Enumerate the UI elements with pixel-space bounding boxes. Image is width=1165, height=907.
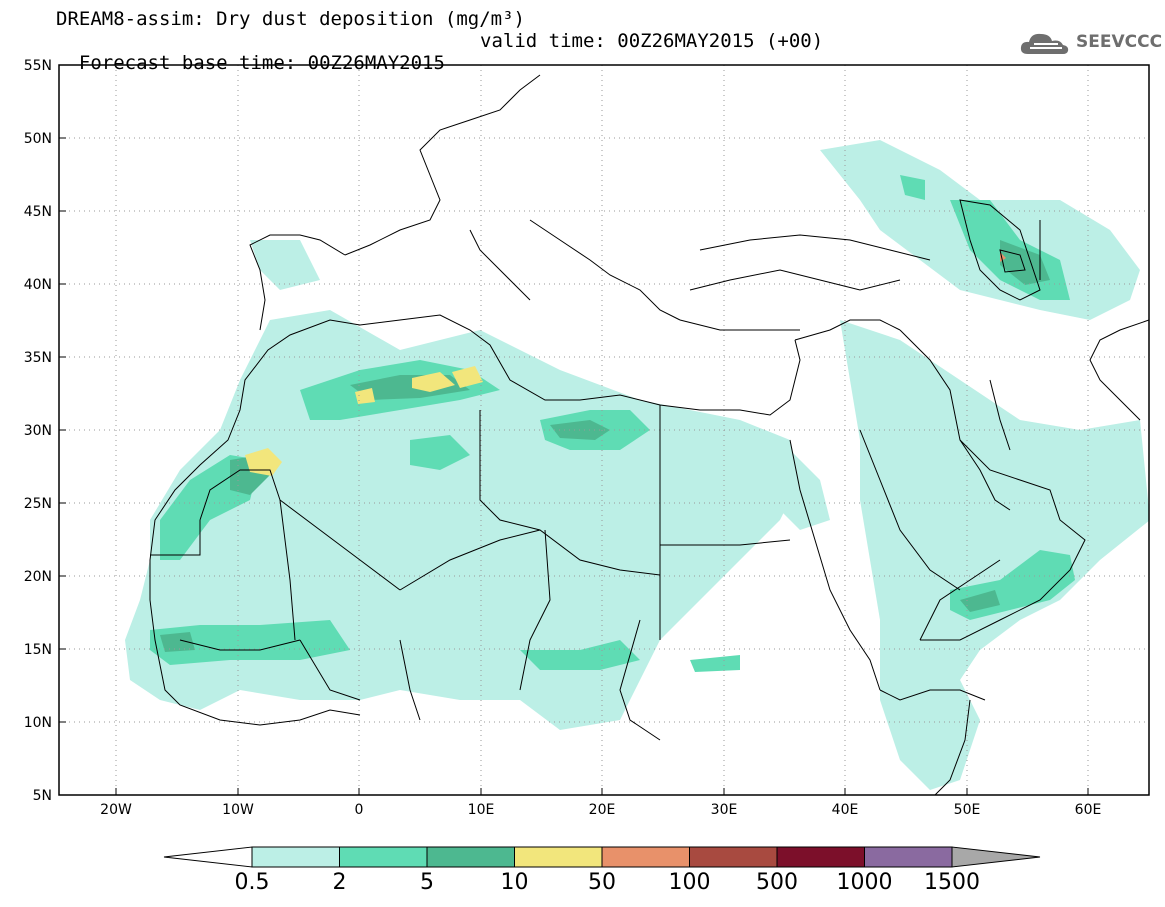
map-title: DREAM8-assim: Dry dust deposition (mg/m³… [56,8,525,30]
lon-label-40e: 40E [832,802,859,818]
map-grid [59,65,1149,795]
colorbar-segment [689,846,778,868]
lon-label-10e: 10E [468,802,495,818]
logo-text: SEEVCCC [1076,32,1163,52]
lon-label-20w: 20W [100,802,132,818]
colorbar-label: 500 [756,870,798,895]
colorbar-label: 2 [332,870,347,895]
lat-label-45n: 45N [24,204,52,220]
seevccc-logo: SEEVCCC [1018,28,1162,58]
lon-label-50e: 50E [954,802,981,818]
lat-label-40n: 40N [24,277,52,293]
lon-label-10w: 10W [222,802,254,818]
lon-label-30e: 30E [711,802,738,818]
dust-shading [125,140,1149,790]
lat-label-20n: 20N [24,569,52,585]
colorbar-segment [776,846,865,868]
lat-label-35n: 35N [24,350,52,366]
lat-label-15n: 15N [24,642,52,658]
colorbar-segment [514,846,603,868]
colorbar-segment [426,846,515,868]
lat-label-30n: 30N [24,423,52,439]
lon-label-60e: 60E [1075,802,1102,818]
colorbar [163,846,1041,868]
colorbar-label: 5 [420,870,434,895]
lat-label-55n: 55N [24,58,52,74]
lat-label-50n: 50N [24,131,52,147]
colorbar-label: 100 [668,870,711,895]
colorbar-segment [864,846,953,868]
colorbar-segment [251,846,340,868]
lat-label-10n: 10N [24,715,52,731]
colorbar-segment [601,846,690,868]
lat-label-5n: 5N [33,788,52,804]
lon-label-0: 0 [355,802,364,818]
colorbar-arrow-high [951,846,1041,868]
coastlines-borders [149,74,1149,795]
cloud-icon [1020,33,1069,54]
colorbar-label: 0.5 [234,870,270,895]
latitude-axis [59,64,66,796]
colorbar-label: 1000 [836,870,893,895]
map-subtitle: Forecast base time: 00Z26MAY2015 valid t… [56,30,823,96]
colorbar-segment [339,846,428,868]
colorbar-label: 1500 [924,870,980,895]
colorbar-label: 10 [500,870,529,895]
colorbar-arrow-low [163,846,253,868]
lat-label-25n: 25N [24,496,52,512]
longitude-axis [115,788,1089,795]
colorbar-label: 50 [588,870,616,895]
valid-time: valid time: 00Z26MAY2015 (+00) [480,30,824,52]
lon-label-20e: 20E [589,802,616,818]
forecast-base-time: Forecast base time: 00Z26MAY2015 [78,52,445,74]
